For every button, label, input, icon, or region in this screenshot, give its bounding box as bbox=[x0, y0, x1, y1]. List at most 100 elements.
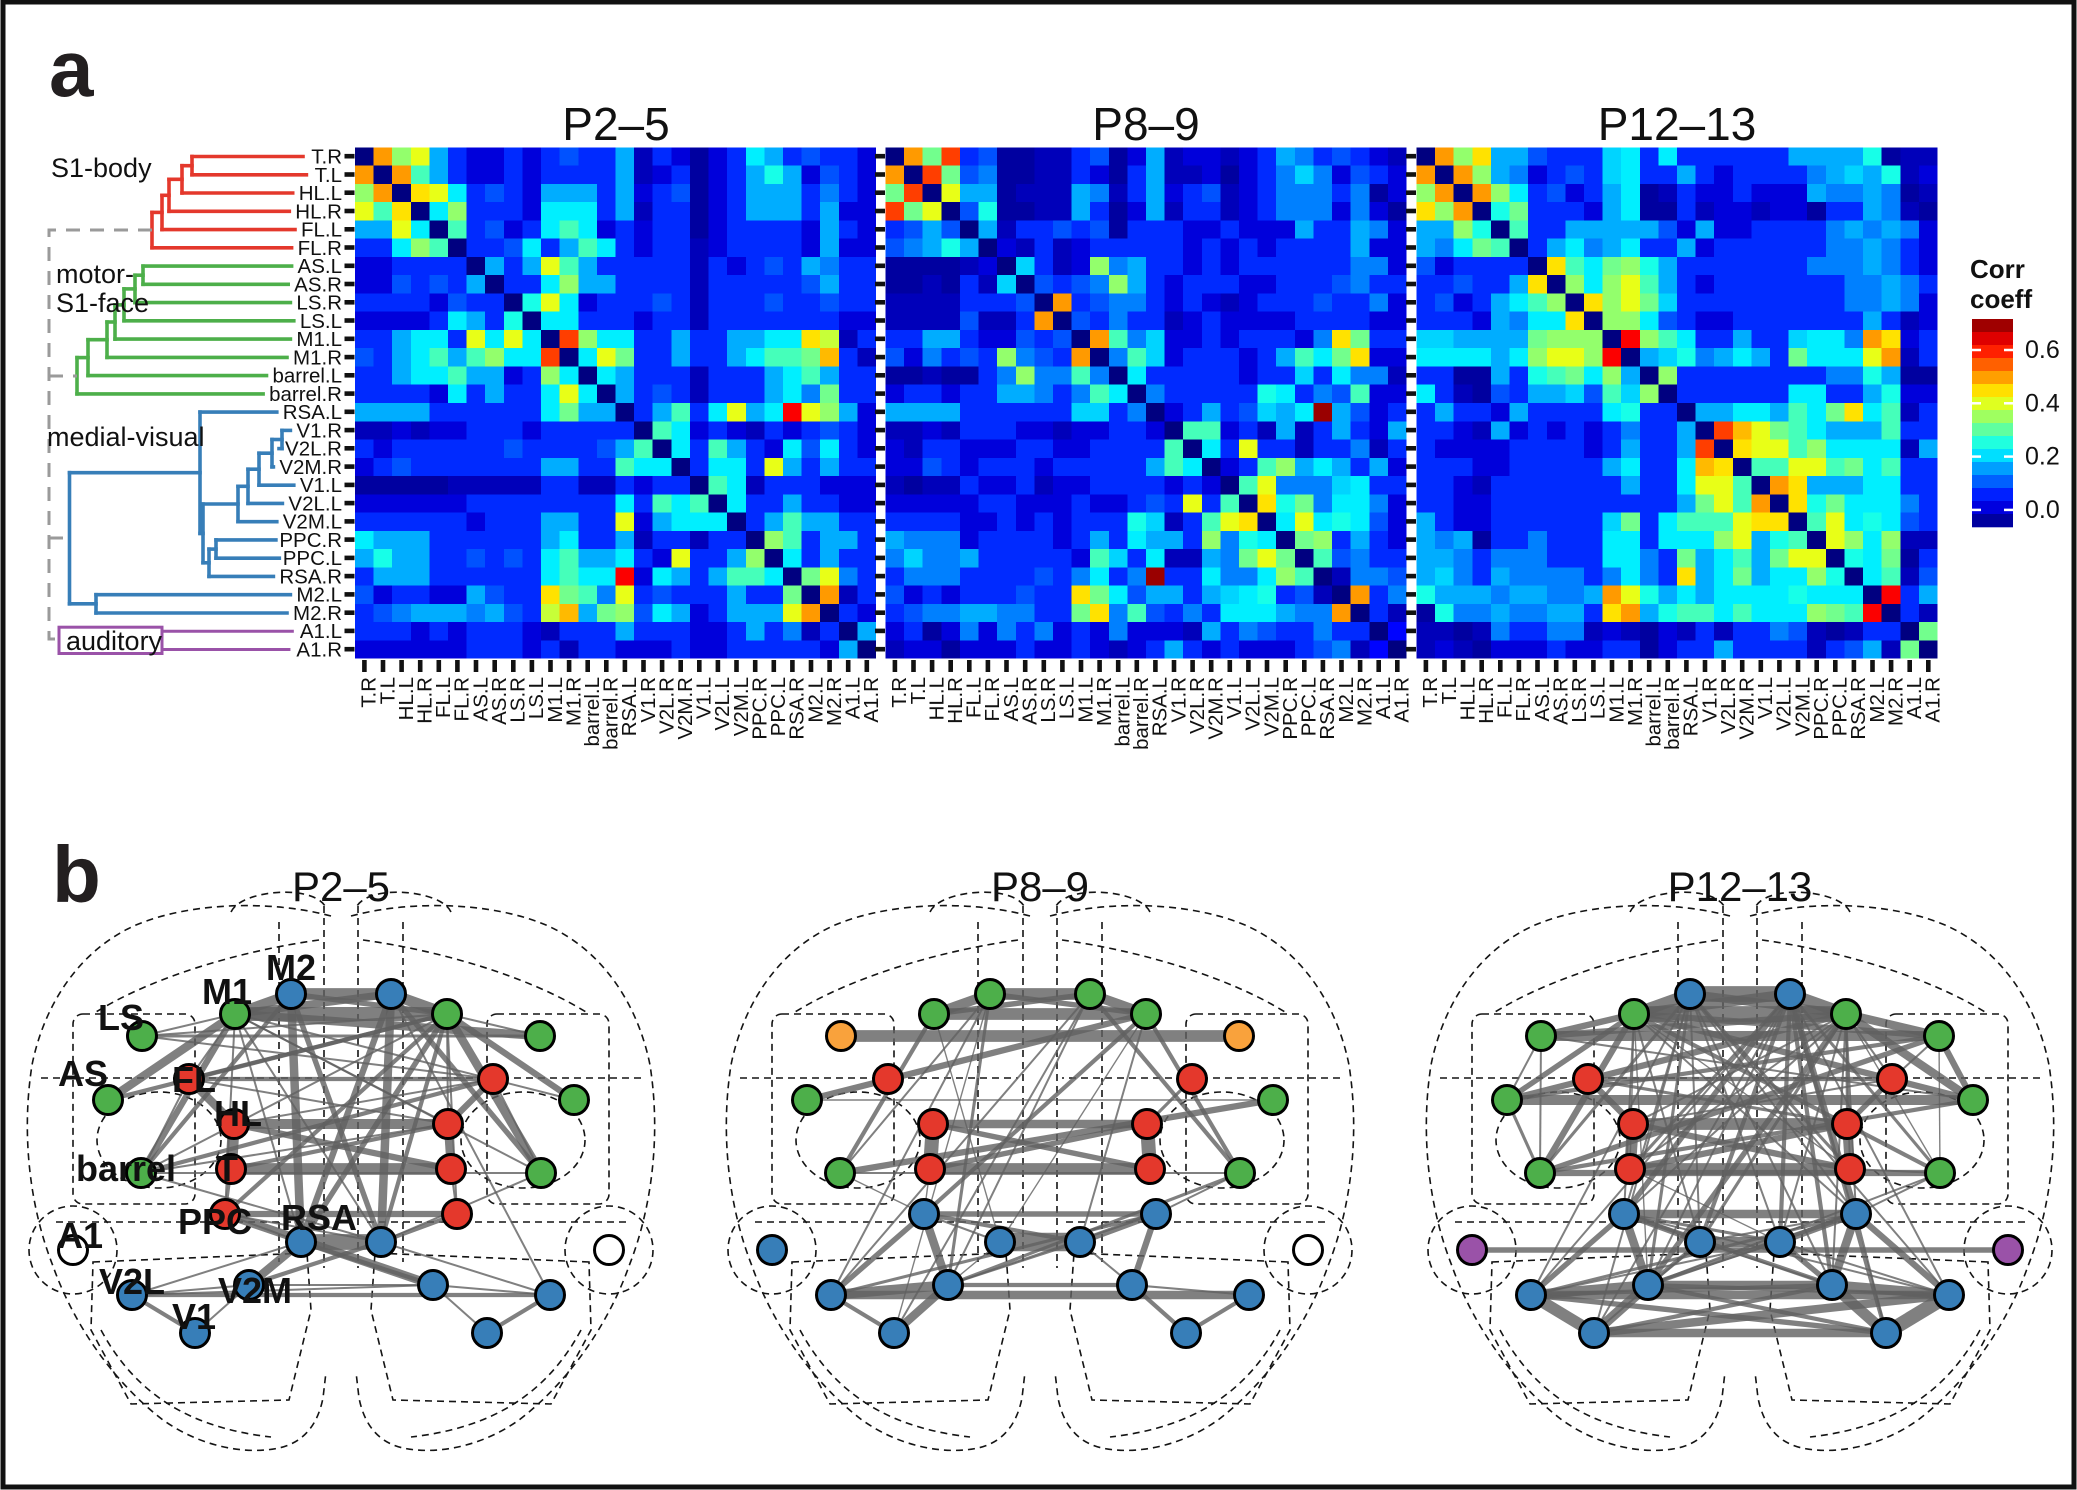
svg-text:PPC: PPC bbox=[178, 1201, 252, 1242]
svg-text:P8–9: P8–9 bbox=[1092, 98, 1199, 150]
svg-text:T.L: T.L bbox=[907, 677, 930, 704]
svg-text:P2–5: P2–5 bbox=[562, 98, 669, 150]
svg-text:V2L.R: V2L.R bbox=[285, 438, 342, 461]
svg-text:V1.L: V1.L bbox=[693, 677, 716, 719]
svg-text:A1.L: A1.L bbox=[842, 677, 865, 719]
svg-text:HL.R: HL.R bbox=[295, 200, 342, 223]
svg-text:0.2: 0.2 bbox=[2025, 443, 2060, 471]
svg-text:barrel.R: barrel.R bbox=[600, 677, 623, 750]
svg-text:FL.R: FL.R bbox=[981, 677, 1004, 721]
svg-text:M1: M1 bbox=[202, 971, 252, 1012]
svg-text:HL: HL bbox=[214, 1093, 262, 1134]
svg-text:M2.R: M2.R bbox=[1353, 677, 1376, 726]
svg-text:V2M.L: V2M.L bbox=[283, 511, 342, 534]
svg-text:motor-: motor- bbox=[56, 259, 134, 289]
svg-text:coeff: coeff bbox=[1970, 284, 2032, 314]
svg-text:M2.R: M2.R bbox=[1884, 677, 1907, 726]
svg-text:M1.R: M1.R bbox=[1624, 677, 1647, 726]
svg-text:LS.L: LS.L bbox=[1056, 677, 1079, 719]
svg-text:LS.L: LS.L bbox=[300, 310, 342, 333]
svg-text:S1-face: S1-face bbox=[56, 288, 149, 318]
svg-text:A1.L: A1.L bbox=[1903, 677, 1926, 719]
svg-text:P8–9: P8–9 bbox=[991, 863, 1089, 910]
svg-text:barrel.L: barrel.L bbox=[1112, 677, 1135, 747]
svg-text:V2M.R: V2M.R bbox=[279, 456, 342, 479]
svg-text:FL.R: FL.R bbox=[298, 237, 342, 260]
svg-text:V2M.L: V2M.L bbox=[1791, 677, 1814, 736]
svg-text:M1.L: M1.L bbox=[1074, 677, 1097, 723]
svg-text:auditory: auditory bbox=[66, 626, 163, 656]
svg-text:V2L.L: V2L.L bbox=[1773, 677, 1796, 731]
svg-text:M1.R: M1.R bbox=[293, 346, 342, 369]
svg-text:V1.L: V1.L bbox=[300, 474, 342, 497]
svg-text:RSA.R: RSA.R bbox=[786, 677, 809, 740]
svg-text:M2.L: M2.L bbox=[804, 677, 827, 723]
svg-text:M1.R: M1.R bbox=[1093, 677, 1116, 726]
svg-text:RSA.L: RSA.L bbox=[618, 677, 641, 736]
svg-text:AS.L: AS.L bbox=[1000, 677, 1023, 721]
svg-text:T.R: T.R bbox=[888, 677, 911, 708]
svg-text:V2L.L: V2L.L bbox=[288, 492, 342, 515]
svg-text:RSA.L: RSA.L bbox=[1680, 677, 1703, 736]
svg-text:PPC.L: PPC.L bbox=[767, 677, 790, 736]
svg-text:PPC.R: PPC.R bbox=[1279, 677, 1302, 740]
svg-text:barrel.R: barrel.R bbox=[1130, 677, 1153, 750]
svg-text:M1.R: M1.R bbox=[562, 677, 585, 726]
svg-text:Corr: Corr bbox=[1970, 254, 2025, 284]
svg-text:M1.L: M1.L bbox=[296, 328, 342, 351]
svg-text:V2L: V2L bbox=[99, 1261, 165, 1302]
svg-text:HL.L: HL.L bbox=[925, 677, 948, 720]
svg-text:P2–5: P2–5 bbox=[292, 863, 390, 910]
svg-text:S1-body: S1-body bbox=[51, 153, 152, 183]
svg-text:PPC.R: PPC.R bbox=[279, 529, 342, 552]
svg-text:A1: A1 bbox=[57, 1215, 103, 1256]
svg-text:AS.R: AS.R bbox=[1019, 677, 1042, 725]
svg-text:T.R: T.R bbox=[1419, 677, 1442, 708]
svg-text:FL.R: FL.R bbox=[1512, 677, 1535, 721]
svg-text:A1.R: A1.R bbox=[296, 639, 342, 662]
svg-text:T.R: T.R bbox=[311, 146, 342, 169]
svg-text:P12–13: P12–13 bbox=[1598, 98, 1757, 150]
svg-text:barrel: barrel bbox=[76, 1148, 176, 1189]
svg-text:LS.R: LS.R bbox=[1037, 677, 1060, 723]
svg-text:RSA.R: RSA.R bbox=[1316, 677, 1339, 740]
svg-text:V1: V1 bbox=[172, 1296, 216, 1337]
svg-text:V1.R: V1.R bbox=[1167, 677, 1190, 723]
svg-text:M2.L: M2.L bbox=[1335, 677, 1358, 723]
svg-text:T.L: T.L bbox=[1438, 677, 1461, 704]
svg-text:PPC.R: PPC.R bbox=[1810, 677, 1833, 740]
svg-text:T.R: T.R bbox=[358, 677, 381, 708]
svg-text:barrel.R: barrel.R bbox=[269, 383, 342, 406]
svg-text:barrel.L: barrel.L bbox=[272, 365, 342, 388]
svg-text:M2.L: M2.L bbox=[296, 584, 342, 607]
svg-text:LS.R: LS.R bbox=[1568, 677, 1591, 723]
svg-text:RSA.R: RSA.R bbox=[1847, 677, 1870, 740]
svg-text:M1.L: M1.L bbox=[544, 677, 567, 723]
svg-text:medial-visual: medial-visual bbox=[47, 422, 205, 452]
svg-text:A1.L: A1.L bbox=[300, 620, 342, 643]
svg-text:RSA.L: RSA.L bbox=[1149, 677, 1172, 736]
svg-text:V2M.R: V2M.R bbox=[674, 677, 697, 740]
svg-text:0.0: 0.0 bbox=[2025, 496, 2060, 524]
svg-text:PPC.L: PPC.L bbox=[1298, 677, 1321, 736]
svg-text:AS.L: AS.L bbox=[1531, 677, 1554, 721]
svg-text:PPC.R: PPC.R bbox=[749, 677, 772, 740]
svg-text:LS.R: LS.R bbox=[296, 292, 342, 315]
svg-text:T.L: T.L bbox=[315, 164, 342, 187]
svg-text:M2.L: M2.L bbox=[1866, 677, 1889, 723]
svg-text:FL: FL bbox=[172, 1059, 216, 1100]
svg-text:V2L.R: V2L.R bbox=[1186, 677, 1209, 734]
svg-text:P12–13: P12–13 bbox=[1668, 863, 1813, 910]
svg-text:M1.L: M1.L bbox=[1605, 677, 1628, 723]
svg-text:barrel.L: barrel.L bbox=[1643, 677, 1666, 747]
svg-text:V2L.R: V2L.R bbox=[1717, 677, 1740, 734]
svg-text:M2.R: M2.R bbox=[823, 677, 846, 726]
svg-text:M2: M2 bbox=[266, 947, 316, 988]
svg-text:V2L.L: V2L.L bbox=[711, 677, 734, 731]
svg-text:V2M.L: V2M.L bbox=[730, 677, 753, 736]
svg-text:V2M.L: V2M.L bbox=[1260, 677, 1283, 736]
svg-text:AS.R: AS.R bbox=[294, 273, 342, 296]
svg-text:V1.L: V1.L bbox=[1223, 677, 1246, 719]
svg-text:V2L.R: V2L.R bbox=[655, 677, 678, 734]
svg-text:A1.R: A1.R bbox=[1391, 677, 1414, 723]
